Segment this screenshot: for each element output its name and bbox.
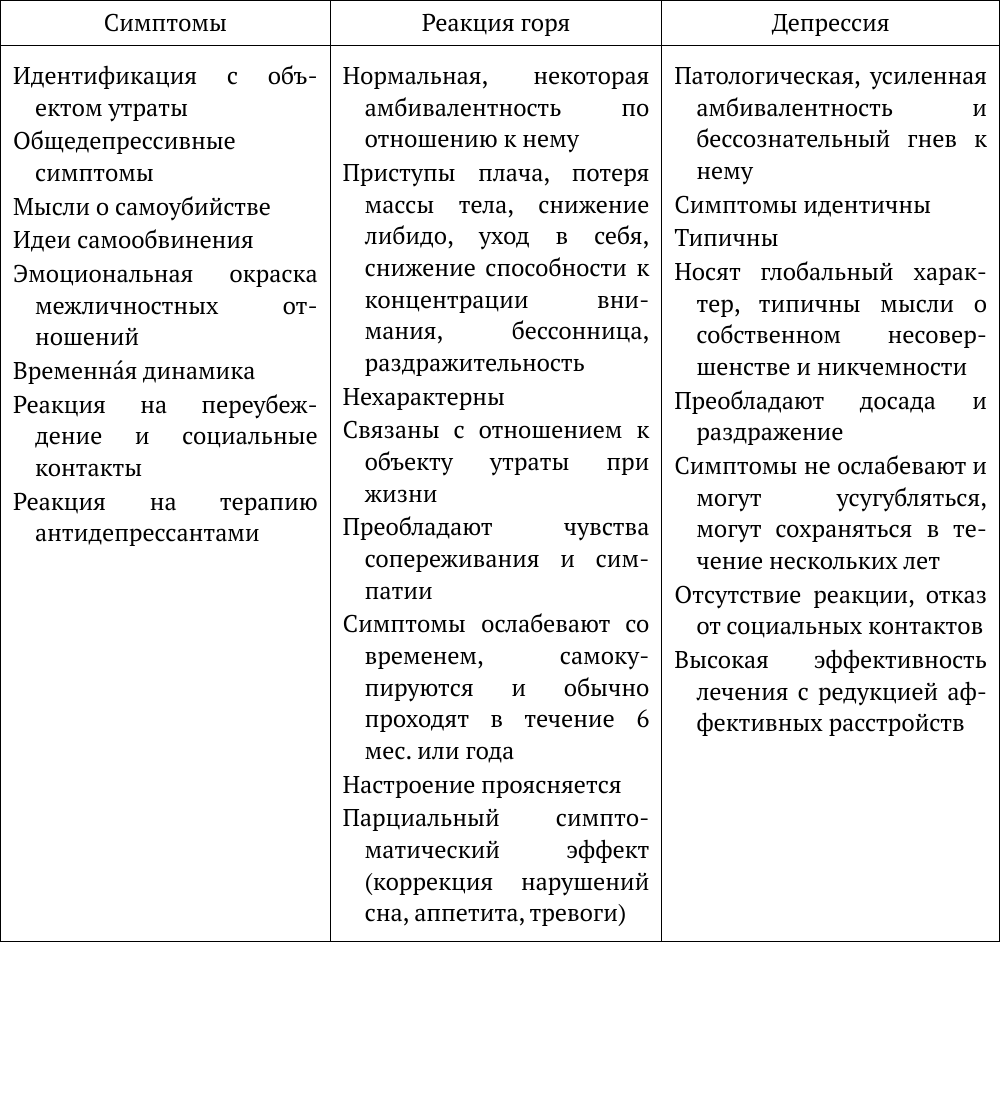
table-cell-text: Настроение проясняется [343,769,650,801]
table-cell-text: Симптомы не ослабевают и могут усугублят… [674,450,987,577]
table-cell-text: Нормальная, некоторая амбивалентность по… [343,60,650,155]
table-cell-text: Временна́я динамика [13,355,318,387]
cell-stack: Нормальная, некоторая амбивалентность по… [343,60,650,929]
table-header-row: Симптомы Реакция горя Депрессия [1,1,1000,46]
table-cell-text: Симптомы идентичны [674,189,987,221]
col-header-depression: Депрессия [662,1,1000,46]
cell-stack: Патологическая, усилен­ная амбивалентнос… [674,60,987,739]
table-cell-text: Нехарактерны [343,381,650,413]
table-body-row: Идентификация с объ­ектом утраты Общедеп… [1,46,1000,942]
cell-stack: Идентификация с объ­ектом утраты Общедеп… [13,60,318,549]
table-cell-text: Парциальный симпто­матический эффект (ко… [343,802,650,929]
col-header-symptoms: Симптомы [1,1,331,46]
table-cell-text: Мысли о самоубийстве [13,191,318,223]
table-cell-text: Связаны с отношением к объекту утраты пр… [343,414,650,509]
page: Симптомы Реакция горя Депрессия Идентифи… [0,0,1000,942]
table-cell-text: Общедепрессивные симптомы [13,125,318,188]
table-cell-text: Преобладают чувства сопереживания и сим­… [343,511,650,606]
table-cell-text: Патологическая, усилен­ная амбивалентнос… [674,60,987,187]
cell-depression: Патологическая, усилен­ная амбивалентнос… [662,46,1000,942]
table-cell-text: Отсутствие реакции, от­каз от социальных… [674,579,987,642]
table-cell-text: Высокая эффективность лечения с редукцие… [674,644,987,739]
table-cell-text: Типичны [674,222,987,254]
table-cell-text: Преобладают досада и раздражение [674,385,987,448]
table-cell-text: Эмоциональная окрас­ка межличностных от­… [13,258,318,353]
cell-symptoms: Идентификация с объ­ектом утраты Общедеп… [1,46,331,942]
comparison-table: Симптомы Реакция горя Депрессия Идентифи… [0,0,1000,942]
col-header-grief: Реакция горя [330,1,662,46]
table-cell-text: Идеи самообвинения [13,224,318,256]
table-cell-text: Приступы плача, потеря массы тела, сниже… [343,157,650,379]
table-cell-text: Симптомы ослабевают со временем, самоку­… [343,608,650,766]
cell-grief: Нормальная, некоторая амбивалентность по… [330,46,662,942]
table-cell-text: Носят глобальный харак­тер, типичны мысл… [674,256,987,383]
table-cell-text: Реакция на терапию антидепрессантами [13,486,318,549]
table-cell-text: Идентификация с объ­ектом утраты [13,60,318,123]
table-cell-text: Реакция на переубеж­дение и социальные к… [13,389,318,484]
